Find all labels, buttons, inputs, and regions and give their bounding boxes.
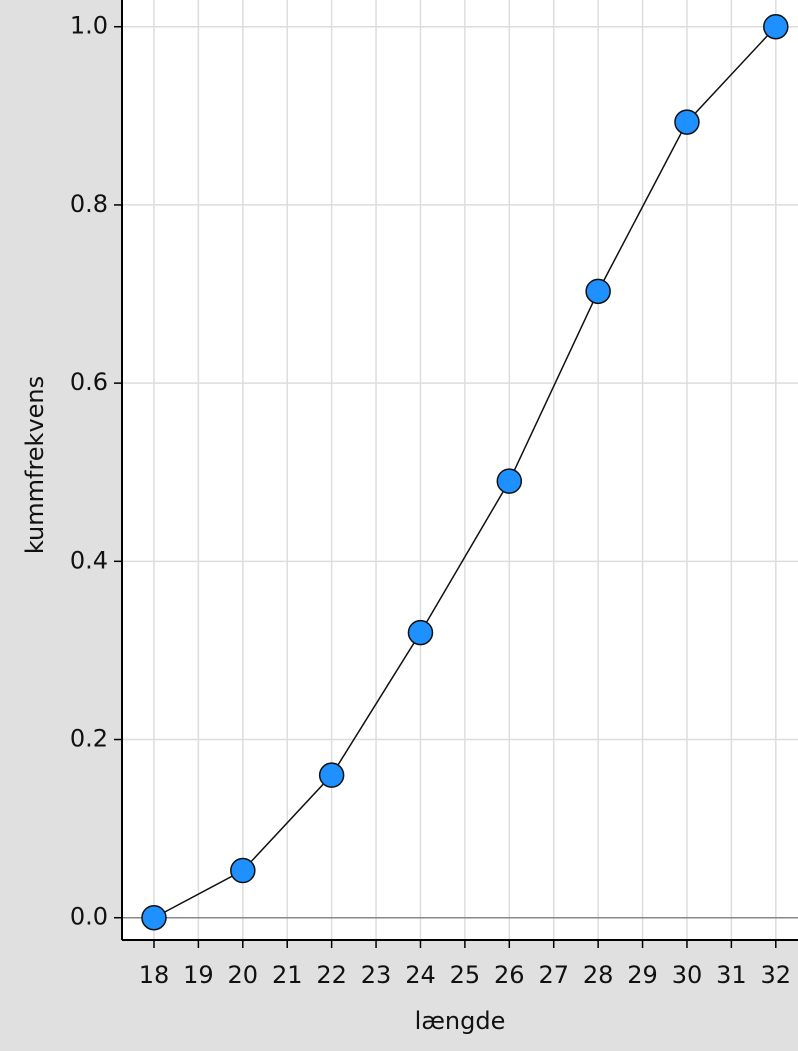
y-tick-label: 0.6 bbox=[70, 368, 108, 396]
plot-area bbox=[122, 0, 798, 940]
y-tick-label: 1.0 bbox=[70, 12, 108, 40]
data-point bbox=[674, 109, 700, 135]
x-axis-label: længde bbox=[415, 1007, 506, 1035]
x-tick-label: 19 bbox=[183, 961, 214, 989]
data-point bbox=[318, 762, 345, 788]
x-tick-label: 30 bbox=[672, 961, 703, 989]
y-tick-label: 0.4 bbox=[70, 546, 108, 574]
x-tick-label: 27 bbox=[538, 961, 569, 989]
data-point bbox=[141, 904, 167, 931]
x-tick-label: 22 bbox=[316, 961, 347, 989]
x-tick-label: 24 bbox=[405, 961, 436, 989]
data-point bbox=[407, 619, 434, 646]
x-tick-label: 31 bbox=[716, 961, 747, 989]
y-tick-label: 0.8 bbox=[70, 190, 108, 218]
y-axis-label: kummfrekvens bbox=[21, 376, 49, 554]
x-tick-label: 28 bbox=[583, 961, 614, 989]
data-point bbox=[496, 468, 523, 494]
data-point bbox=[763, 13, 789, 40]
x-tick-label: 26 bbox=[494, 961, 525, 989]
y-tick-label: 0.2 bbox=[70, 725, 108, 753]
series-line bbox=[153, 26, 777, 919]
data-point bbox=[230, 857, 256, 884]
data-point bbox=[585, 278, 611, 305]
y-tick-label: 0.0 bbox=[70, 903, 108, 931]
x-tick-label: 21 bbox=[272, 961, 303, 989]
x-tick-label: 23 bbox=[361, 961, 392, 989]
x-tick-label: 25 bbox=[450, 961, 481, 989]
x-tick-label: 32 bbox=[761, 961, 792, 989]
x-tick-label: 20 bbox=[228, 961, 259, 989]
x-tick-label: 29 bbox=[627, 961, 658, 989]
x-tick-label: 18 bbox=[139, 961, 170, 989]
